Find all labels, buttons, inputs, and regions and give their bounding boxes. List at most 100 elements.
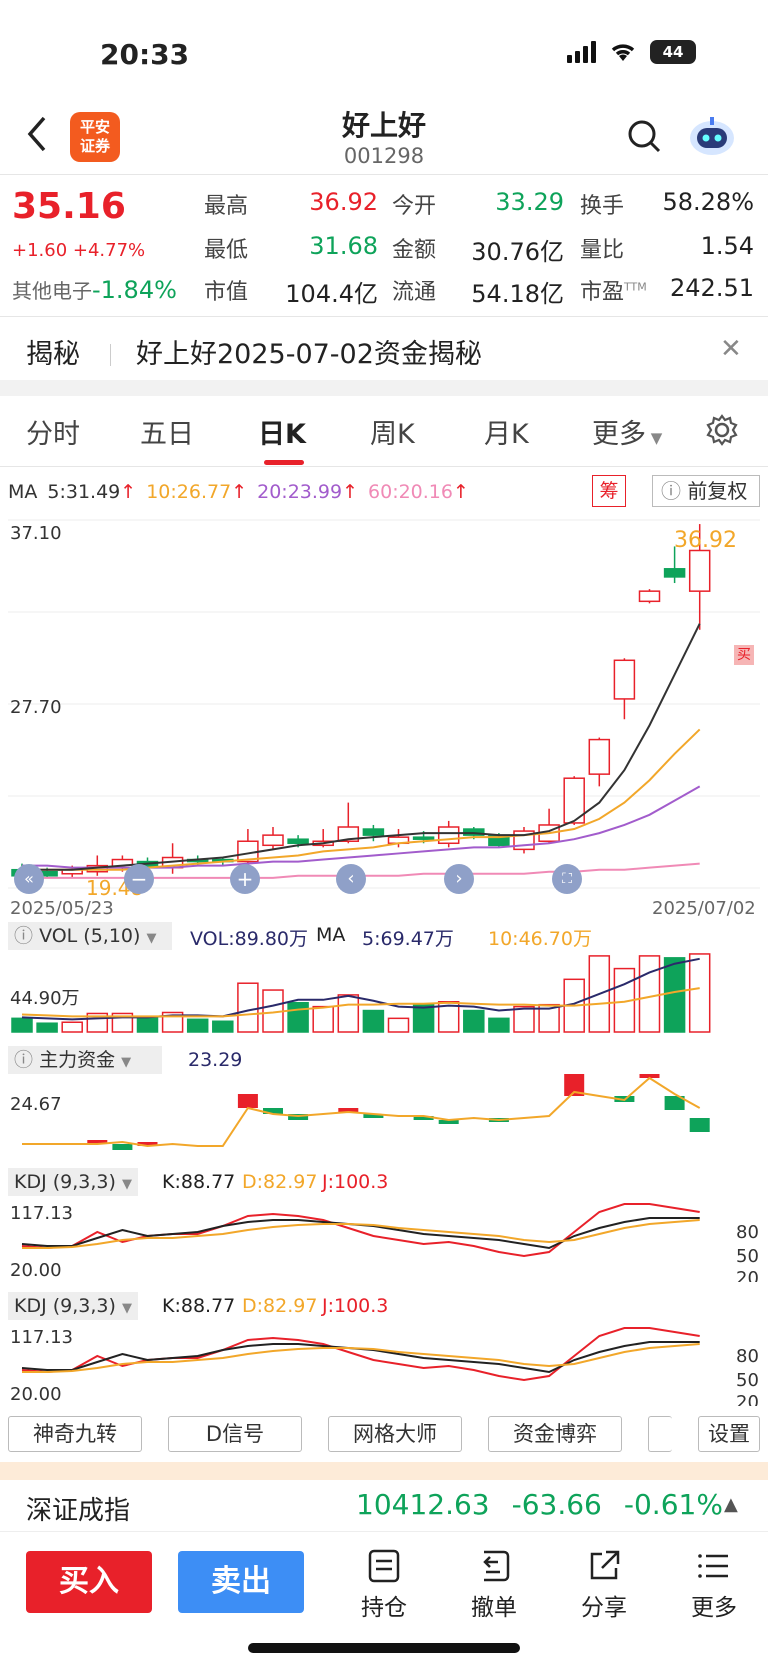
candle-down	[287, 838, 309, 845]
kdj-j-1: J:100.3	[322, 1171, 389, 1193]
buy-signal-marker: 买	[734, 645, 754, 665]
tab-intraday[interactable]: 分时	[26, 419, 80, 450]
x-axis-end-date: 2025/07/02	[652, 898, 756, 919]
magic-nine-button[interactable]: 神奇九转	[8, 1416, 142, 1452]
volume-bar	[513, 1005, 535, 1033]
more-button[interactable]: 更多	[674, 1548, 754, 1622]
volume-bar	[663, 957, 686, 1033]
chevron-down-icon: ▼	[646, 429, 663, 447]
index-change: -63.66	[511, 1488, 602, 1521]
wifi-icon	[611, 44, 635, 61]
search-icon[interactable]	[626, 118, 662, 154]
fund-bar	[438, 1120, 459, 1124]
fund-bar	[338, 1108, 359, 1112]
grid-master-button[interactable]: 网格大师	[328, 1416, 462, 1452]
main-fund-selector[interactable]: ⓘ 主力资金 ▼	[8, 1046, 162, 1074]
scroll-left-icon[interactable]: ‹	[336, 864, 366, 894]
tab-monthly-k[interactable]: 月K	[484, 419, 529, 450]
tab-daily-k[interactable]: 日K	[258, 419, 306, 450]
vol-indicator-selector[interactable]: ⓘ VOL (5,10) ▼	[8, 922, 172, 950]
sector-change: -1.84%	[92, 276, 177, 304]
label-pe: 市盈TTM	[580, 280, 647, 305]
gear-icon[interactable]	[706, 414, 738, 446]
volume-bar	[11, 1017, 33, 1033]
fund-bar	[564, 1074, 585, 1096]
candle-up	[262, 834, 284, 847]
close-icon[interactable]: ✕	[720, 334, 742, 364]
kline-chart[interactable]	[0, 514, 768, 894]
sector-name: 其他电子	[12, 279, 92, 303]
expand-up-icon[interactable]: ▲	[724, 1494, 738, 1515]
fund-bar	[639, 1074, 660, 1078]
kdj-right-80-2: 80	[736, 1346, 759, 1367]
document-icon	[368, 1549, 400, 1583]
cancel-order-button[interactable]: 撤单	[454, 1548, 534, 1622]
zoom-out-icon[interactable]: −	[124, 864, 154, 894]
kdj-axis-bottom-1: 20.00	[10, 1260, 62, 1281]
chip-distribution-button[interactable]: 筹	[592, 475, 626, 507]
volume-bar	[488, 1017, 510, 1033]
share-button[interactable]: 分享	[564, 1548, 644, 1622]
d-signal-button[interactable]: D信号	[168, 1416, 302, 1452]
label-low: 最低	[204, 238, 249, 263]
kdj-axis-top-1: 117.13	[10, 1203, 73, 1224]
notice-strip[interactable]	[0, 1462, 768, 1480]
kdj-selector-2[interactable]: KDJ (9,3,3) ▼	[8, 1292, 138, 1320]
back-button[interactable]	[22, 112, 52, 156]
kdj-right-80-1: 80	[736, 1222, 759, 1243]
candle-up	[337, 826, 360, 842]
ai-robot-icon[interactable]	[688, 114, 736, 158]
kdj-d-1: D:82.97	[242, 1171, 318, 1193]
broker-logo: 平安 证券	[70, 112, 120, 162]
candle-down	[663, 568, 686, 578]
kdj-k-1: K:88.77	[162, 1171, 236, 1193]
main-fund-value: 23.29	[188, 1049, 243, 1071]
fund-bar	[689, 1118, 710, 1132]
adjust-price-button[interactable]: ⓘ 前复权	[652, 475, 760, 507]
value-open: 33.29	[495, 188, 564, 216]
fund-bar	[263, 1108, 283, 1114]
settings-button[interactable]: 设置	[698, 1416, 760, 1452]
fund-game-button[interactable]: 资金博弈	[488, 1416, 622, 1452]
buy-button[interactable]: 买入	[26, 1551, 152, 1613]
index-value: 10412.63	[356, 1488, 490, 1521]
tab-five-day[interactable]: 五日	[140, 419, 194, 450]
kdj-right-20-2: 20	[736, 1392, 759, 1406]
volume-bar	[362, 1009, 385, 1033]
sector-info[interactable]: 其他电子-1.84%	[12, 275, 177, 304]
current-price: 35.16	[12, 186, 126, 227]
fullscreen-icon[interactable]: ⛶	[552, 864, 582, 894]
index-ticker[interactable]	[0, 1480, 768, 1532]
home-indicator	[248, 1643, 520, 1653]
x-axis-start-date: 2025/05/23	[10, 898, 114, 919]
main-fund-axis: 24.67	[10, 1094, 62, 1115]
tab-more[interactable]: 更多 ▼	[592, 419, 663, 450]
fund-bar	[112, 1144, 133, 1150]
holdings-button[interactable]: 持仓	[344, 1548, 424, 1622]
status-time: 20:33	[100, 38, 190, 71]
sell-button[interactable]: 卖出	[178, 1551, 304, 1613]
value-float: 54.18亿	[471, 280, 564, 308]
volume-bar	[463, 1009, 485, 1033]
banner-separator	[110, 344, 111, 366]
vol-ma-label: MA	[316, 924, 346, 946]
vol-value: VOL:89.80万	[190, 928, 308, 950]
kdj-d-2: D:82.97	[242, 1295, 318, 1317]
kdj-selector-1[interactable]: KDJ (9,3,3) ▼	[8, 1168, 138, 1196]
fund-bar	[664, 1096, 685, 1110]
value-turnover: 58.28%	[662, 188, 754, 216]
label-market-cap: 市值	[204, 280, 249, 305]
fund-bar	[137, 1142, 158, 1146]
more-tools-button[interactable]	[648, 1416, 672, 1452]
y-axis-mid: 27.70	[10, 697, 62, 718]
scroll-left-fast-icon[interactable]: «	[14, 864, 44, 894]
menu-icon	[698, 1554, 728, 1578]
index-percent: -0.61%	[623, 1488, 723, 1521]
zoom-in-icon[interactable]: +	[230, 864, 260, 894]
battery-icon: 44	[650, 40, 696, 64]
vol-axis-label: 44.90万	[10, 988, 80, 1009]
scroll-right-icon[interactable]: ›	[444, 864, 474, 894]
tab-weekly-k[interactable]: 周K	[370, 419, 415, 450]
vol-ma10: 10:46.70万	[488, 928, 592, 950]
reveal-text[interactable]: 好上好2025-07-02资金揭秘	[136, 339, 482, 370]
